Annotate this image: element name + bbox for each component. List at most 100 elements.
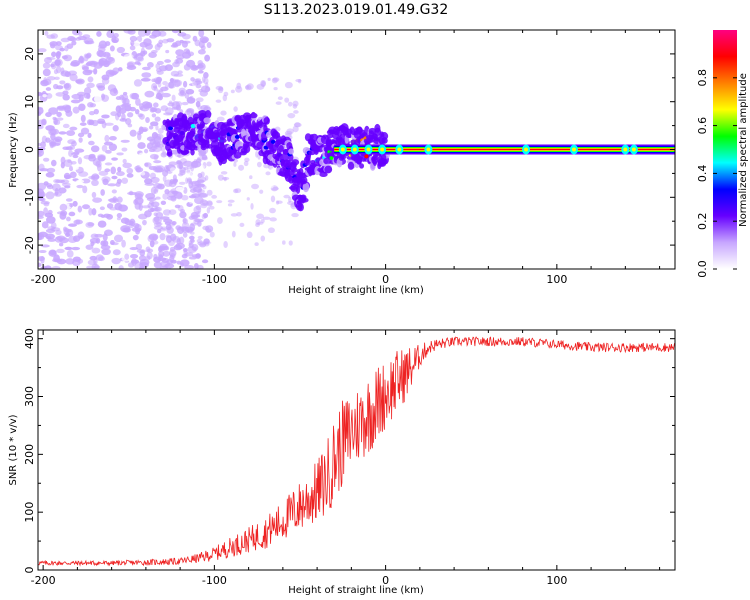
carrier-node — [380, 147, 385, 152]
ridge-blob — [308, 150, 316, 156]
noise-blob — [201, 76, 206, 83]
ridge-blob — [381, 153, 387, 163]
noise-blob — [38, 215, 44, 220]
noise-blob — [62, 94, 70, 101]
noise-blob — [178, 87, 186, 94]
noise-blob — [127, 112, 134, 118]
noise-blob — [70, 61, 80, 67]
carrier-node — [631, 147, 636, 152]
noise-blob — [83, 92, 91, 99]
noise-blob — [97, 44, 107, 49]
noise-blob — [55, 41, 62, 46]
noise-blob — [61, 55, 68, 60]
noise-blob — [267, 227, 275, 234]
y-tick-label: 0 — [23, 146, 36, 153]
noise-blob — [287, 112, 296, 119]
ridge-blob — [218, 138, 227, 143]
noise-blob — [146, 62, 154, 68]
snr-series-line — [38, 336, 675, 567]
noise-blob — [59, 80, 66, 85]
noise-blob — [155, 185, 159, 192]
noise-blob — [251, 183, 259, 190]
noise-blob — [173, 73, 184, 77]
noise-blob — [56, 117, 64, 121]
noise-blob — [59, 242, 64, 247]
y-tick-label: 400 — [23, 328, 36, 349]
ridge-blob — [213, 129, 220, 138]
noise-blob — [88, 140, 95, 146]
noise-blob — [179, 211, 187, 219]
noise-blob — [103, 213, 111, 218]
noise-blob — [176, 260, 181, 265]
noise-blob — [60, 156, 66, 165]
noise-blob — [152, 165, 163, 173]
noise-blob — [186, 165, 193, 170]
noise-blob — [108, 197, 119, 204]
noise-blob — [126, 173, 134, 178]
noise-blob — [202, 185, 207, 190]
noise-blob — [151, 30, 162, 38]
noise-blob — [111, 157, 118, 161]
noise-blob — [159, 65, 168, 72]
noise-blob — [45, 172, 55, 178]
noise-blob — [137, 152, 148, 160]
noise-blob — [54, 58, 63, 67]
noise-blob — [77, 31, 83, 37]
noise-blob — [216, 116, 225, 122]
noise-blob — [123, 53, 134, 60]
noise-blob — [204, 86, 211, 92]
noise-blob — [72, 165, 79, 170]
noise-blob — [141, 188, 149, 193]
noise-blob — [129, 92, 138, 100]
noise-blob — [153, 216, 160, 223]
noise-blob — [205, 82, 209, 89]
noise-blob — [97, 220, 107, 228]
noise-blob — [47, 226, 56, 230]
noise-blob — [122, 158, 127, 164]
noise-blob — [197, 156, 204, 161]
noise-blob — [172, 61, 180, 68]
y-tick-label: 20 — [23, 47, 36, 61]
ridge-blob — [263, 117, 270, 125]
noise-blob — [168, 209, 177, 215]
noise-blob — [56, 235, 66, 241]
noise-blob — [170, 78, 177, 83]
noise-blob — [101, 114, 110, 119]
noise-blob — [140, 171, 146, 176]
noise-blob — [175, 101, 183, 107]
noise-blob — [118, 265, 124, 269]
carrier-node — [524, 147, 529, 152]
snr-frame — [37, 329, 676, 571]
x-tick-label: 100 — [546, 273, 567, 286]
ridge-blob — [324, 165, 333, 174]
noise-blob — [121, 147, 128, 152]
noise-blob — [292, 125, 299, 133]
noise-blob — [38, 107, 44, 115]
noise-blob — [116, 152, 124, 156]
noise-blob — [65, 109, 73, 117]
noise-blob — [295, 78, 302, 83]
noise-blob — [141, 72, 152, 78]
noise-blob — [135, 228, 140, 235]
noise-blob — [90, 145, 100, 153]
noise-blob — [233, 106, 238, 112]
x-tick-label: -100 — [202, 574, 227, 587]
noise-blob — [223, 91, 229, 97]
carrier-node — [340, 147, 345, 152]
carrier-node — [426, 147, 431, 152]
noise-blob — [82, 34, 91, 39]
noise-blob — [186, 177, 192, 184]
noise-blob — [147, 234, 155, 243]
x-tick-label: -200 — [31, 574, 56, 587]
noise-blob — [164, 84, 168, 89]
ridge-blob — [298, 195, 307, 204]
noise-blob — [168, 221, 176, 227]
noise-blob — [104, 122, 114, 126]
noise-blob — [68, 211, 76, 217]
spectrogram-plot-area — [38, 30, 675, 269]
ridge-blob — [220, 130, 227, 137]
noise-blob — [97, 213, 104, 218]
noise-blob — [106, 30, 115, 38]
x-tick-label: -100 — [202, 273, 227, 286]
noise-blob — [77, 205, 83, 213]
